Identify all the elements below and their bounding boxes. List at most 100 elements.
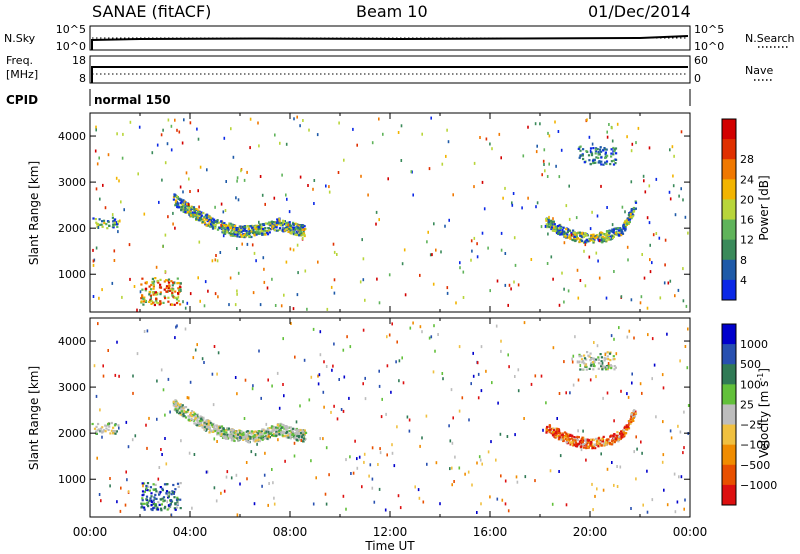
noise-cell [495,324,498,328]
echo-cell [549,221,552,224]
echo-cell [287,426,290,429]
echo-cell [142,482,146,485]
noise-cell [680,130,683,134]
echo-cell [152,283,155,286]
echo-cell [240,233,243,236]
echo-cell [141,499,144,502]
echo-cell [592,241,595,244]
noise-cell [442,377,444,381]
noise-cell [279,141,281,145]
noise-cell [477,396,480,400]
echo-cell [174,199,178,202]
noise-cell [201,357,204,361]
echo-cell [176,498,180,501]
echo-cell [631,213,634,216]
echo-cell [150,495,153,498]
echo-cell [582,148,585,151]
echo-cell [589,147,593,150]
noise-cell [642,503,644,507]
echo-cell [592,368,595,371]
echo-cell [176,482,180,485]
echo-cell [259,230,262,233]
noise-cell [162,388,165,392]
echo-cell [180,410,183,413]
echo-cell [180,198,183,201]
echo-cell [233,439,236,442]
echo-cell [562,230,566,233]
echo-cell [163,499,166,502]
noise-cell [196,127,198,131]
echo-cell [237,439,240,442]
echo-cell [264,432,267,435]
echo-cell [606,438,609,441]
colorbar-segment [722,444,736,466]
noise-cell [606,135,609,139]
echo-cell [165,279,168,282]
noise-cell [558,303,561,307]
noise-cell [109,484,111,488]
echo-cell [626,222,629,225]
echo-cell [286,225,289,228]
echo-cell [613,441,616,444]
echo-cell [585,358,588,361]
noise-cell [684,345,687,348]
noise-cell [241,242,243,246]
echo-cell [593,161,596,164]
noise-cell [178,130,181,134]
echo-cell [261,233,264,236]
noise-cell [237,198,240,202]
echo-cell [625,219,628,222]
echo-cell [622,224,625,227]
echo-cell [601,235,604,238]
noise-cell [101,435,103,439]
noise-cell [326,307,329,311]
echo-cell [562,439,565,443]
noise-cell [511,203,514,207]
noise-cell [318,373,321,377]
noise-cell [358,455,361,459]
echo-cell [179,507,182,510]
echo-cell [268,427,271,430]
noise-cell [385,412,387,416]
noise-cell [170,124,173,128]
echo-cell [156,279,159,283]
noise-cell [263,280,266,284]
noise-cell [224,209,227,212]
echo-cell [602,439,605,442]
echo-cell [235,436,238,439]
echo-cell [581,154,584,157]
echo-cell [597,153,600,156]
noise-cell [333,342,335,346]
echo-cell [143,508,146,511]
echo-cell [259,433,262,436]
noise-cell [386,335,388,339]
noise-cell [655,415,657,419]
noise-cell [485,137,488,141]
echo-cell [279,429,282,432]
echo-cell [566,233,569,236]
echo-cell [114,432,117,435]
noise-cell [378,369,380,373]
echo-cell [558,436,561,439]
echo-cell [632,413,635,416]
echo-cell [288,433,291,436]
echo-cell [156,506,159,509]
noise-cell [330,285,333,289]
noise-cell [97,322,99,326]
noise-cell [401,262,404,266]
noise-cell [212,403,215,407]
echo-cell [236,233,239,236]
echo-cell [627,214,630,217]
echo-cell [253,234,256,237]
echo-cell [558,231,561,234]
echo-cell [260,437,263,440]
noise-cell [299,124,301,128]
noise-cell [384,508,387,512]
noise-cell [613,270,615,273]
noise-cell [236,392,238,396]
echo-cell [565,439,568,442]
echo-cell [570,441,573,444]
noise-cell [245,461,248,464]
echo-cell [594,237,597,240]
echo-cell [585,441,588,444]
